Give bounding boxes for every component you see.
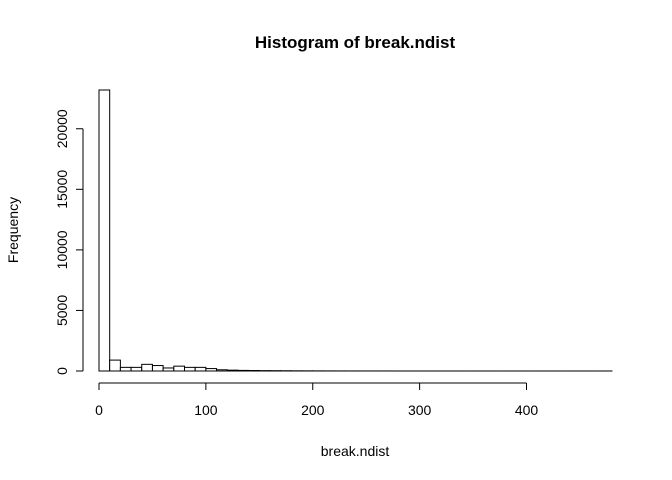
histogram-bar <box>194 366 207 372</box>
histogram-bar <box>184 366 196 372</box>
histogram-bar <box>119 366 132 372</box>
histogram-bar <box>173 365 185 372</box>
x-tick-label: 200 <box>301 402 325 418</box>
histogram-bar <box>98 89 111 372</box>
x-tick-label: 100 <box>194 402 218 418</box>
histogram-bar <box>130 366 143 372</box>
histogram-bar <box>216 369 228 372</box>
histogram-bar <box>109 359 121 372</box>
y-axis-label: Frequency <box>5 197 21 263</box>
x-tick-label: 400 <box>515 402 539 418</box>
histogram-bar <box>205 368 218 372</box>
x-tick-label: 0 <box>95 402 103 418</box>
y-axis: 0 5000 10000 15000 20000 <box>54 109 84 375</box>
histogram-bar <box>162 367 175 372</box>
x-tick-label: 300 <box>408 402 432 418</box>
histogram-bar <box>237 369 250 372</box>
y-tick-label: 0 <box>54 367 70 375</box>
x-axis: 0 100 200 300 400 <box>95 382 539 418</box>
histogram-bar <box>151 365 164 372</box>
y-tick-label: 10000 <box>54 230 70 269</box>
x-axis-label: break.ndist <box>321 443 390 459</box>
bars-group <box>98 89 613 372</box>
y-tick-label: 15000 <box>54 170 70 209</box>
y-tick-label: 20000 <box>54 109 70 148</box>
histogram-bar <box>141 363 153 372</box>
y-tick-label: 5000 <box>54 295 70 326</box>
chart-title: Histogram of break.ndist <box>255 33 456 52</box>
histogram-bar <box>226 369 239 372</box>
